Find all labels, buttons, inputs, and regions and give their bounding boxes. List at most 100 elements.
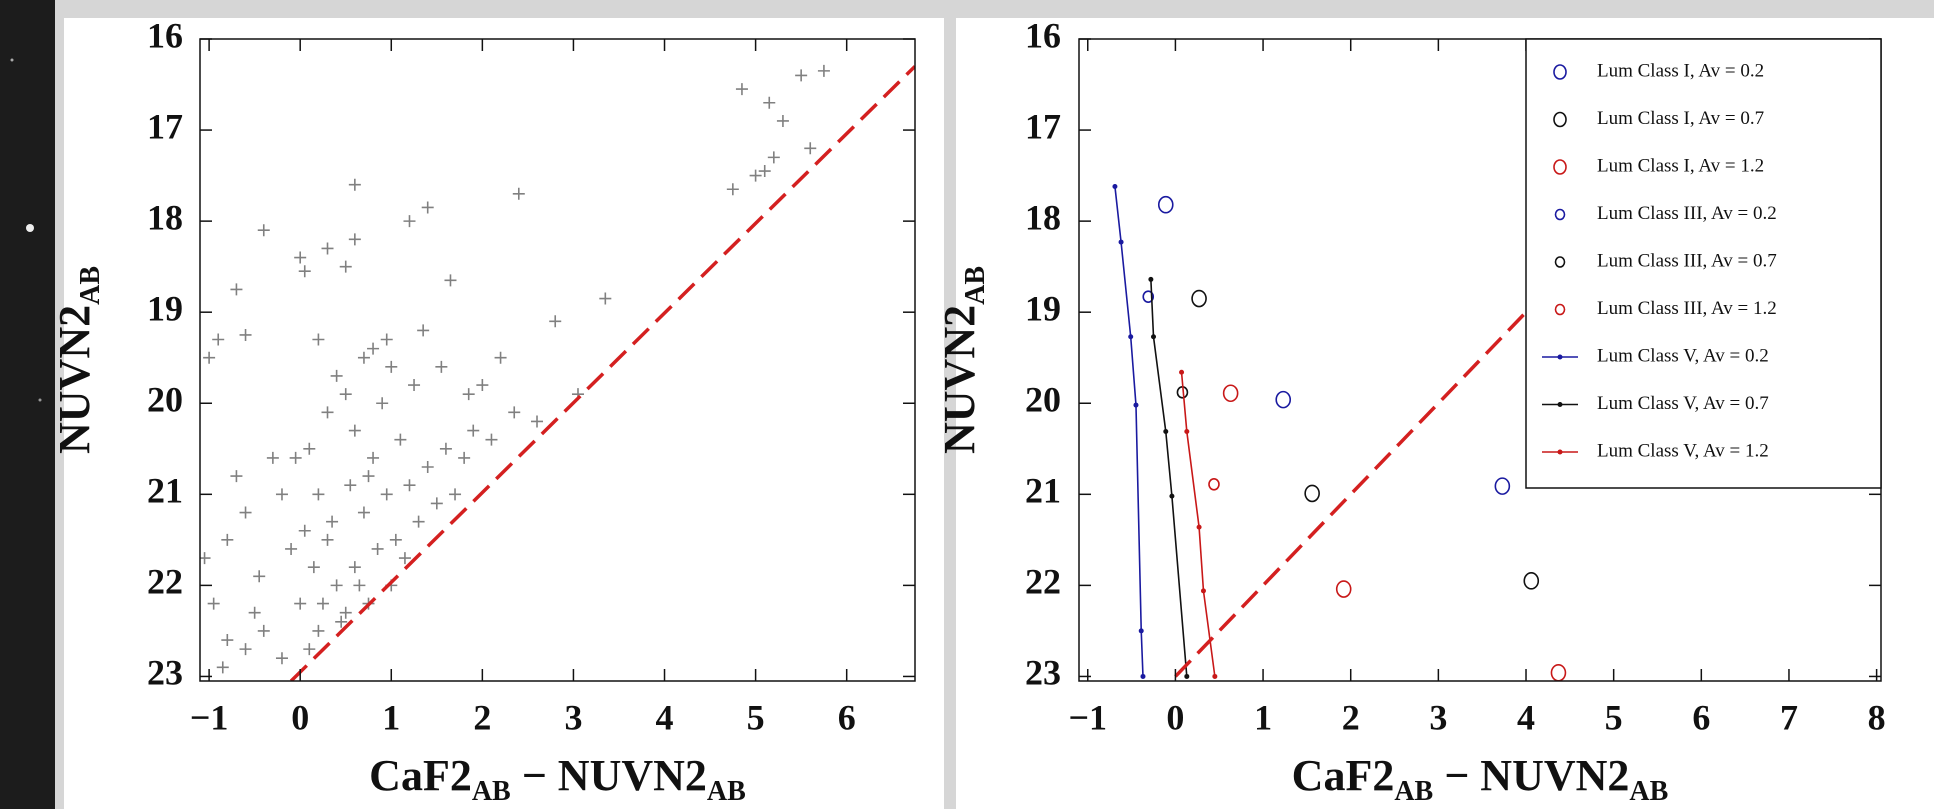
point [253, 570, 266, 583]
x-tick-label: 5 [747, 697, 765, 737]
point [1335, 580, 1352, 598]
point [403, 215, 416, 228]
point [817, 64, 830, 77]
point [353, 579, 366, 592]
point [312, 624, 325, 637]
point [1148, 276, 1154, 282]
legend-box [1525, 38, 1882, 489]
point [380, 333, 393, 346]
x-tick-label: 1 [382, 697, 400, 737]
legend-label: Lum Class V, Av = 0.2 [1597, 345, 1769, 366]
point [357, 506, 370, 519]
y-axis-label: NUVN2AB [935, 266, 991, 454]
x-tick-label: −1 [190, 697, 229, 737]
point [339, 606, 352, 619]
point [408, 379, 421, 392]
point [303, 643, 316, 656]
x-tick-label: 8 [1868, 697, 1886, 737]
y-tick-label: 16 [147, 15, 183, 55]
x-tick-label: 1 [1254, 697, 1272, 737]
point [508, 406, 521, 419]
point [303, 442, 316, 455]
point [239, 506, 252, 519]
point [230, 470, 243, 483]
subscript: AB [75, 266, 106, 305]
point [239, 328, 252, 341]
axes-frame [199, 38, 916, 682]
point [1196, 524, 1202, 530]
x-tick-label: 3 [1429, 697, 1447, 737]
y-tick-label: 18 [1025, 197, 1061, 237]
point [376, 397, 389, 410]
point [749, 169, 762, 182]
point [385, 360, 398, 373]
point [312, 333, 325, 346]
label-part: − NUVN2 [1433, 751, 1629, 800]
point [275, 652, 288, 665]
y-tick-label: 20 [1025, 380, 1061, 420]
legend-label: Lum Class III, Av = 0.2 [1597, 203, 1777, 224]
point [212, 333, 225, 346]
label-part: NUVN2 [935, 305, 984, 454]
point [458, 451, 471, 464]
point [321, 242, 334, 255]
legend-label: Lum Class III, Av = 0.7 [1597, 250, 1777, 271]
legend-marker [1553, 111, 1567, 128]
subscript: AB [1629, 776, 1668, 807]
point [1157, 195, 1174, 214]
point [330, 579, 343, 592]
point [339, 388, 352, 401]
point [321, 406, 334, 419]
reference-line [289, 65, 915, 681]
legend-marker [1553, 159, 1567, 175]
point [1112, 184, 1118, 190]
point [1222, 384, 1239, 403]
point [1200, 588, 1206, 594]
legend-marker [1554, 256, 1566, 268]
point [316, 597, 329, 610]
legend-marker [1557, 354, 1563, 360]
legend-label: Lum Class V, Av = 1.2 [1597, 440, 1769, 461]
y-tick-label: 23 [1025, 653, 1061, 693]
subscript: AB [472, 776, 511, 807]
point [371, 542, 384, 555]
label-part: NUVN2 [50, 305, 99, 454]
point [444, 274, 457, 287]
point [795, 69, 808, 82]
point [389, 533, 402, 546]
point [421, 201, 434, 214]
x-tick-label: −1 [1069, 697, 1108, 737]
x-tick-label: 2 [1342, 697, 1360, 737]
subscript: AB [960, 266, 991, 305]
label-part: − NUVN2 [511, 751, 707, 800]
point [403, 479, 416, 492]
point [1184, 673, 1190, 679]
point [512, 187, 525, 200]
point [1212, 673, 1218, 679]
star [38, 398, 42, 402]
y-tick-label: 21 [1025, 471, 1061, 511]
point [221, 533, 234, 546]
point [1523, 572, 1540, 590]
point [1118, 239, 1124, 245]
legend-marker [1553, 64, 1567, 80]
point [394, 433, 407, 446]
point [216, 661, 229, 674]
subscript: AB [1394, 776, 1433, 807]
x-tick-label: 6 [1692, 697, 1710, 737]
point [294, 251, 307, 264]
point [767, 151, 780, 164]
subscript: AB [707, 776, 746, 807]
point [485, 433, 498, 446]
point [1163, 428, 1169, 434]
point [430, 497, 443, 510]
point [307, 561, 320, 574]
point [348, 424, 361, 437]
x-tick-label: 0 [291, 697, 309, 737]
legend-label: Lum Class I, Av = 0.2 [1597, 60, 1764, 81]
y-tick-label: 19 [1025, 288, 1061, 328]
y-tick-label: 17 [1025, 106, 1061, 146]
x-axis-label: CaF2AB − NUVN2AB [369, 751, 746, 807]
